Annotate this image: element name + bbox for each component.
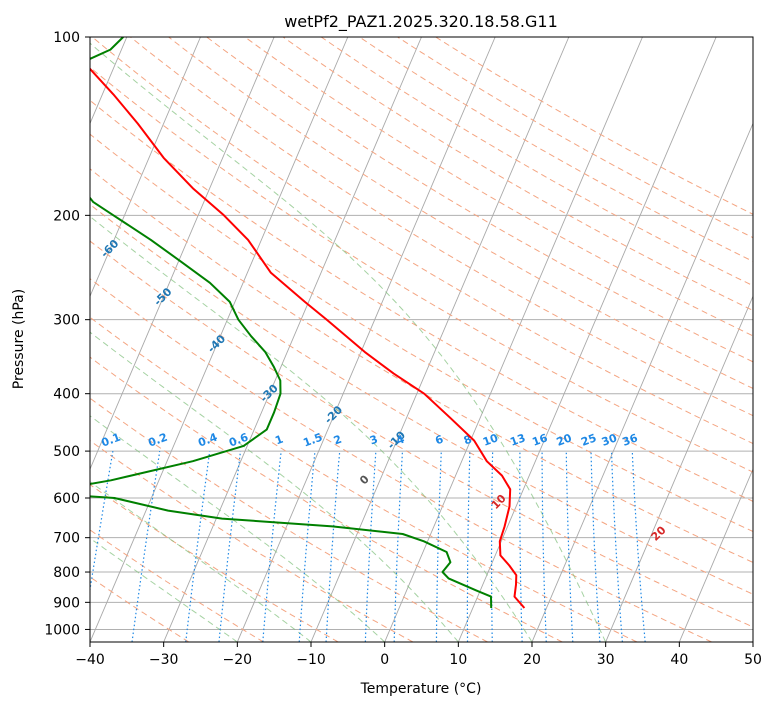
x-tick-label: −40 xyxy=(75,652,105,668)
x-tick-label: 40 xyxy=(670,652,688,668)
dry-adiabat xyxy=(168,37,753,389)
dry-adiabat xyxy=(90,356,563,642)
y-tick-label: 100 xyxy=(53,30,80,46)
mixing-ratio-label: 6 xyxy=(433,433,445,448)
dry-adiabat xyxy=(90,483,339,642)
mixing-ratio-line xyxy=(131,451,161,642)
moist-adiabat xyxy=(90,481,312,642)
y-tick-label: 800 xyxy=(53,565,80,581)
isotherm-line xyxy=(236,37,496,642)
isotherm-line xyxy=(531,122,753,642)
isotherm-line xyxy=(90,37,201,298)
isotherm-line xyxy=(90,37,349,642)
moist-adiabat xyxy=(90,537,238,642)
y-axis-label: Pressure (hPa) xyxy=(11,289,27,389)
y-tick-label: 1000 xyxy=(44,622,80,638)
dry-adiabat xyxy=(90,99,753,502)
moist-adiabat xyxy=(90,331,459,642)
mixing-ratio-label: 2 xyxy=(332,433,344,448)
mixing-ratio-label: 0.1 xyxy=(100,431,123,450)
profile-series-1 xyxy=(90,37,493,609)
isotherm-line xyxy=(163,37,422,642)
isotherm-line xyxy=(457,37,717,642)
mixing-ratio-label: 10 xyxy=(481,431,500,449)
x-tick-label: −30 xyxy=(149,652,179,668)
isotherm-line xyxy=(90,37,275,471)
y-tick-label: 900 xyxy=(53,595,80,611)
moist-adiabat xyxy=(90,415,386,642)
mixing-ratio-label: 16 xyxy=(530,431,549,449)
x-tick-label: 30 xyxy=(597,652,615,668)
dry-adiabat xyxy=(90,203,753,595)
y-tick-label: 200 xyxy=(53,208,80,224)
profile-lines xyxy=(90,37,526,609)
x-tick-label: 20 xyxy=(523,652,541,668)
mixing-ratio-label: 3 xyxy=(368,433,380,448)
y-tick-label: 400 xyxy=(53,387,80,403)
isotherm-line xyxy=(678,467,753,642)
isotherm-line xyxy=(384,37,643,642)
mixing-ratio-label: 36 xyxy=(621,431,640,449)
moist-adiabat xyxy=(90,215,533,642)
mixing-ratio-label: 25 xyxy=(579,431,598,448)
mixing-ratio-label: 0.4 xyxy=(196,431,219,450)
mixing-ratio-line xyxy=(298,451,316,642)
mixing-ratio-line xyxy=(631,451,646,642)
x-tick-label: −20 xyxy=(223,652,253,668)
x-axis: −40 −30 −20 −10 0 10 20 30 40 50 xyxy=(75,642,762,668)
mixing-ratio-line xyxy=(262,451,282,642)
dry-adiabat xyxy=(90,168,753,563)
mixing-ratio-label: 0.2 xyxy=(146,431,169,450)
x-tick-label: 0 xyxy=(380,652,389,668)
isotherm-line xyxy=(605,295,753,642)
y-axis: 100 200 300 400 500 600 700 800 900 1000 xyxy=(44,30,90,638)
dry-adiabat xyxy=(90,316,638,642)
dry-adiabat xyxy=(90,133,753,533)
mixing-ratio-label: 30 xyxy=(600,431,619,449)
y-tick-label: 700 xyxy=(53,531,80,547)
mixing-ratio-line xyxy=(218,451,242,642)
mixing-ratio-label: 8 xyxy=(462,433,474,448)
dry-adiabat xyxy=(91,37,753,445)
mixing-ratio-label: 1.5 xyxy=(301,431,324,450)
y-tick-label: 500 xyxy=(53,444,80,460)
mixing-ratio-label: 1 xyxy=(273,433,285,448)
y-tick-label: 600 xyxy=(53,491,80,507)
plot-frame xyxy=(89,36,754,643)
moist-adiabat xyxy=(90,42,607,642)
background-lines xyxy=(90,37,753,642)
dry-adiabat xyxy=(90,529,264,642)
x-tick-label: 10 xyxy=(449,652,467,668)
dry-adiabat xyxy=(244,37,753,337)
dry-adiabat xyxy=(90,240,753,628)
x-axis-label: Temperature (°C) xyxy=(360,681,482,697)
mixing-ratio-label: 13 xyxy=(508,431,527,448)
x-tick-label: 50 xyxy=(744,652,762,668)
y-tick-label: 300 xyxy=(53,313,80,329)
x-tick-label: −10 xyxy=(296,652,326,668)
profile-series-0 xyxy=(90,67,526,609)
dry-adiabat xyxy=(282,37,753,312)
dry-adiabat xyxy=(130,37,753,417)
dry-adiabat xyxy=(90,278,712,642)
mixing-ratio-label: 4 xyxy=(395,433,407,448)
mixing-ratio-label: 20 xyxy=(555,431,574,449)
mixing-ratio-line xyxy=(185,451,211,642)
chart-title: wetPf2_PAZ1.2025.320.18.58.G11 xyxy=(284,12,558,32)
